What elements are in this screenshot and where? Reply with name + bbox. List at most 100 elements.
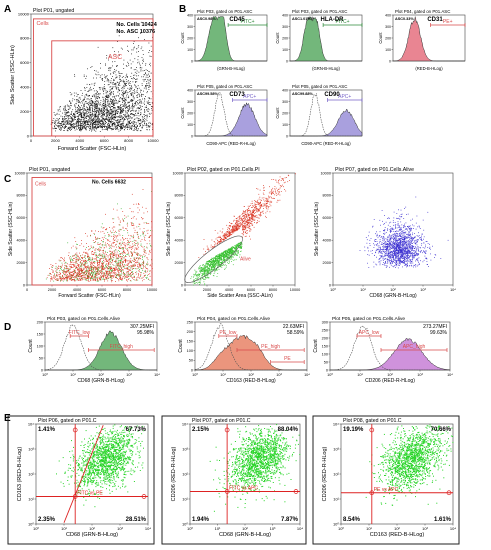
event-dot [125,116,127,117]
event-dot [115,261,116,263]
event-dot [65,118,67,119]
event-dot [224,255,226,256]
event-dot [100,258,102,259]
event-dot [125,243,127,245]
event-dot [104,88,105,90]
event-dot [64,278,66,280]
event-dot [105,244,107,246]
marker-positive-gate-label: APC+ [338,94,351,100]
event-dot [103,89,105,91]
event-dot [84,274,86,275]
event-dot [74,280,76,282]
event-dot [109,93,110,95]
event-dot [115,237,117,239]
event-dot [125,245,127,247]
event-dot [64,121,66,122]
event-dot [114,119,116,120]
event-dot [143,275,145,276]
event-dot [74,75,76,77]
event-dot [100,100,102,101]
event-dot [84,275,86,277]
x-axis-label: (GRN-B-HLog) [312,66,340,71]
y-axis-label: Count [180,32,185,44]
event-dot [57,279,59,281]
event-dot [82,259,84,261]
event-dot [102,279,104,280]
event-dot [73,123,75,124]
event-dot [109,270,111,271]
event-dot [129,238,131,240]
gate-label-asc: ASC [108,54,122,61]
y-tick-label: 200 [187,36,193,40]
event-dot [105,213,106,215]
event-dot [62,116,63,118]
event-dot [144,39,145,40]
marker-positive-gate-label: FITC+ [336,19,350,25]
event-dot [259,202,261,204]
event-dot [92,123,93,124]
event-dot [84,272,86,274]
event-dot [135,247,137,249]
event-dot [83,119,84,121]
event-dot [115,265,117,267]
event-dot [119,270,121,271]
gate-cells [31,177,153,286]
event-dot [83,126,85,128]
event-dot [96,274,97,276]
event-dot [114,272,116,274]
event-dot [249,211,251,212]
event-dot [134,71,136,73]
event-dot [79,262,81,263]
event-dot [128,262,129,264]
event-dot [99,249,101,251]
event-dot [54,123,55,124]
event-dot [78,266,79,268]
event-dot [59,260,61,262]
event-dot [62,125,63,127]
y-tick-label: 100 [187,123,193,127]
event-dot [121,268,122,270]
event-dot [92,125,94,126]
event-dot [103,110,104,112]
event-dot [122,109,124,111]
event-dot [134,263,136,265]
event-dot [115,115,117,117]
event-dot [80,255,81,257]
event-dot [140,275,142,276]
y-tick-label: 8000 [20,36,30,41]
histogram-fill [194,16,267,62]
event-dot [138,93,140,95]
event-dot [270,202,272,203]
event-dot [109,111,111,113]
event-dot [52,277,54,279]
event-dot [65,122,66,124]
event-dot [136,257,138,259]
event-dot [99,108,101,110]
event-dot [128,240,130,242]
event-dot [68,278,70,279]
event-dot [225,235,226,236]
event-dot [125,84,126,86]
event-dot [126,279,128,280]
event-dot [97,118,99,119]
event-dot [96,125,98,127]
event-dot [138,123,140,125]
event-dot [110,253,112,255]
event-dot [96,110,98,111]
y-tick-label: 200 [385,36,391,40]
event-dot [82,116,84,118]
event-dot [90,265,92,267]
event-dot [79,110,81,112]
event-dot [114,252,116,254]
event-dot [129,128,130,130]
event-dot [112,253,114,255]
event-dot [62,126,63,128]
event-dot [133,239,135,241]
event-dot [114,83,115,85]
event-dot [127,242,128,244]
event-dot [127,102,129,104]
plot-area [184,172,296,286]
y-tick-label: 100 [385,48,391,52]
y-tick-label: 4000 [20,85,30,90]
event-dot [94,110,96,112]
